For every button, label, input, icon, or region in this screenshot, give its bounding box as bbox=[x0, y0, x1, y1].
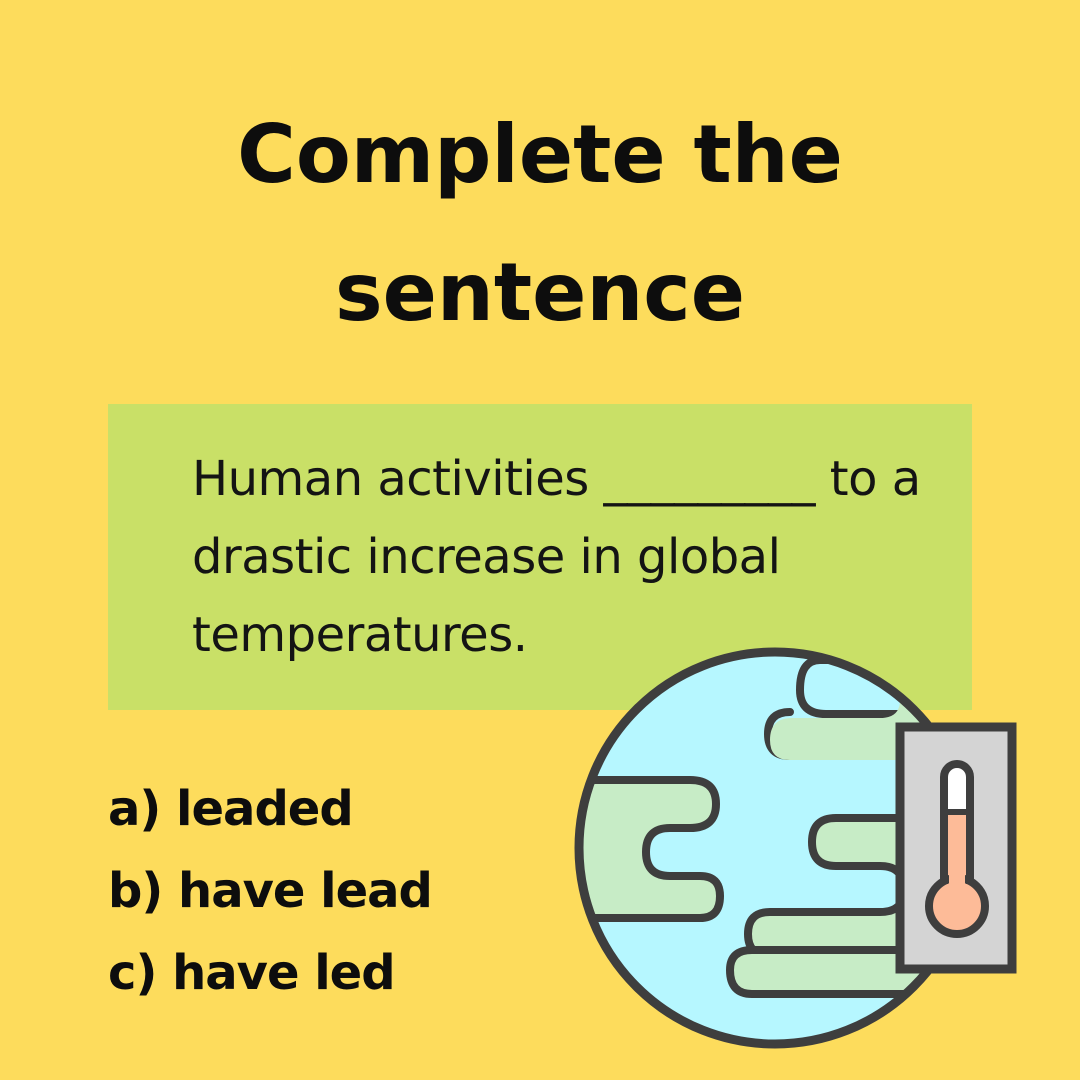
option-c[interactable]: c) have led bbox=[108, 932, 568, 1014]
answer-options: a) leaded b) have lead c) have led bbox=[108, 768, 568, 1014]
option-c-letter: c) bbox=[108, 945, 157, 1001]
globe-land-left bbox=[579, 776, 724, 922]
option-b-letter: b) bbox=[108, 863, 163, 919]
question-text: Human activities _________ to a drastic … bbox=[192, 451, 921, 663]
option-c-text: have led bbox=[172, 945, 395, 1001]
globe-thermometer-icon bbox=[574, 647, 1017, 1049]
globe-icon bbox=[574, 647, 976, 1049]
thermometer-icon bbox=[895, 722, 1017, 974]
title-line-2: sentence bbox=[335, 246, 745, 339]
option-a-letter: a) bbox=[108, 781, 161, 837]
option-a[interactable]: a) leaded bbox=[108, 768, 568, 850]
option-b-text: have lead bbox=[178, 863, 433, 919]
page-title: Complete the sentence bbox=[0, 86, 1080, 362]
question-box: Human activities _________ to a drastic … bbox=[108, 404, 972, 710]
title-line-1: Complete the bbox=[237, 108, 843, 201]
thermometer-bulb bbox=[925, 874, 989, 938]
option-a-text: leaded bbox=[176, 781, 354, 837]
option-b[interactable]: b) have lead bbox=[108, 850, 568, 932]
